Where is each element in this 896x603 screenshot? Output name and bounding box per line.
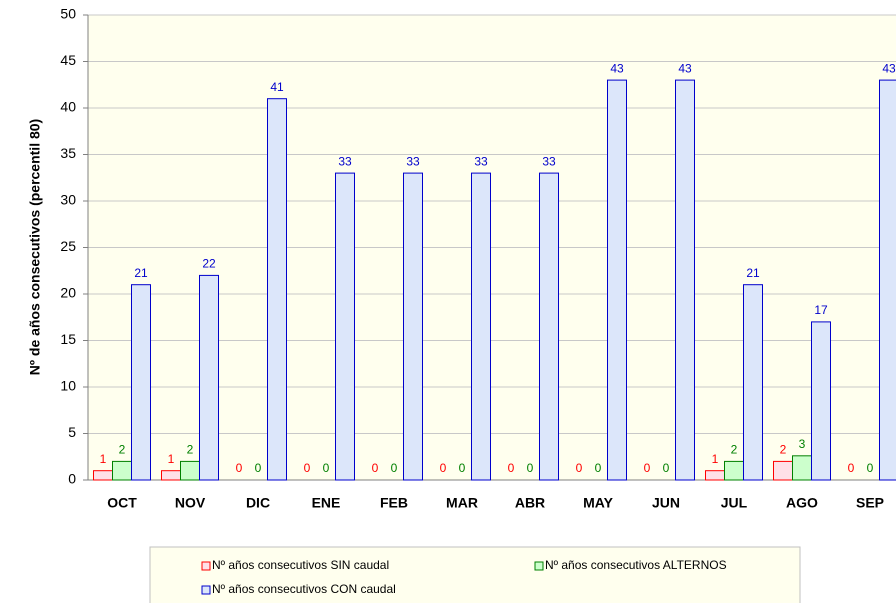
x-tick-label: FEB [380, 495, 408, 511]
y-tick-label: 35 [60, 145, 76, 161]
data-label: 0 [867, 461, 874, 475]
y-tick-label: 20 [60, 285, 76, 301]
y-axis-title: Nº de años consecutivos (percentil 80) [27, 119, 43, 375]
data-label: 33 [406, 154, 420, 168]
data-label: 0 [255, 461, 262, 475]
data-label: 0 [508, 461, 515, 475]
data-label: 0 [644, 461, 651, 475]
y-tick-label: 15 [60, 331, 76, 347]
bar [471, 172, 491, 481]
data-label: 0 [459, 461, 466, 475]
x-tick-label: ENE [312, 495, 341, 511]
data-label: 0 [440, 461, 447, 475]
bar [112, 460, 132, 481]
data-label: 2 [187, 443, 194, 457]
data-label: 41 [270, 80, 284, 94]
bar [675, 79, 695, 481]
legend [149, 546, 801, 603]
bar [607, 79, 627, 481]
bar [403, 172, 423, 481]
y-tick-label: 45 [60, 52, 76, 68]
y-tick-label: 0 [68, 471, 76, 487]
bar [743, 284, 763, 481]
legend-label: Nº años consecutivos CON caudal [212, 582, 396, 596]
y-tick-label: 5 [68, 424, 76, 440]
data-label: 0 [527, 461, 534, 475]
x-tick-label: DIC [246, 495, 270, 511]
bar [792, 455, 812, 481]
legend-swatch [534, 561, 544, 571]
bar [131, 284, 151, 481]
data-label: 33 [474, 154, 488, 168]
data-label: 2 [119, 443, 126, 457]
data-label: 0 [304, 461, 311, 475]
data-label: 2 [731, 443, 738, 457]
data-label: 0 [595, 461, 602, 475]
data-label: 0 [663, 461, 670, 475]
bar [93, 470, 113, 481]
data-label: 1 [168, 452, 175, 466]
data-label: 0 [236, 461, 243, 475]
x-tick-label: NOV [175, 495, 206, 511]
x-tick-label: SEP [856, 495, 884, 511]
data-label: 43 [882, 61, 896, 75]
bar [811, 321, 831, 481]
data-label: 0 [576, 461, 583, 475]
x-tick-label: OCT [107, 495, 137, 511]
data-label: 0 [372, 461, 379, 475]
bar [180, 460, 200, 481]
data-label: 0 [391, 461, 398, 475]
data-label: 17 [814, 303, 828, 317]
x-tick-label: MAY [583, 495, 613, 511]
y-tick-label: 30 [60, 192, 76, 208]
x-tick-label: JUN [652, 495, 680, 511]
bar [879, 79, 896, 481]
bar [267, 98, 287, 481]
x-tick-label: AGO [786, 495, 818, 511]
y-tick-label: 40 [60, 99, 76, 115]
bar [705, 470, 725, 481]
y-tick-label: 10 [60, 378, 76, 394]
data-label: 33 [338, 154, 352, 168]
data-label: 1 [712, 452, 719, 466]
legend-swatch [201, 585, 211, 595]
data-label: 21 [134, 266, 148, 280]
x-tick-label: ABR [515, 495, 545, 511]
x-tick-label: JUL [721, 495, 748, 511]
data-label: 33 [542, 154, 556, 168]
data-label: 0 [848, 461, 855, 475]
data-label: 22 [202, 257, 216, 271]
data-label: 1 [100, 452, 107, 466]
legend-swatch [201, 561, 211, 571]
data-label: 43 [678, 61, 692, 75]
bar [335, 172, 355, 481]
y-tick-label: 50 [60, 6, 76, 22]
legend-label: Nº años consecutivos SIN caudal [212, 558, 389, 572]
y-tick-label: 25 [60, 238, 76, 254]
legend-label: Nº años consecutivos ALTERNOS [545, 558, 727, 572]
data-label: 43 [610, 61, 624, 75]
bar [724, 460, 744, 481]
bar [539, 172, 559, 481]
bar [199, 274, 219, 481]
bar [773, 460, 793, 481]
data-label: 21 [746, 266, 760, 280]
data-label: 0 [323, 461, 330, 475]
bar [161, 470, 181, 481]
data-label: 3 [799, 437, 806, 451]
data-label: 2 [780, 443, 787, 457]
x-tick-label: MAR [446, 495, 478, 511]
